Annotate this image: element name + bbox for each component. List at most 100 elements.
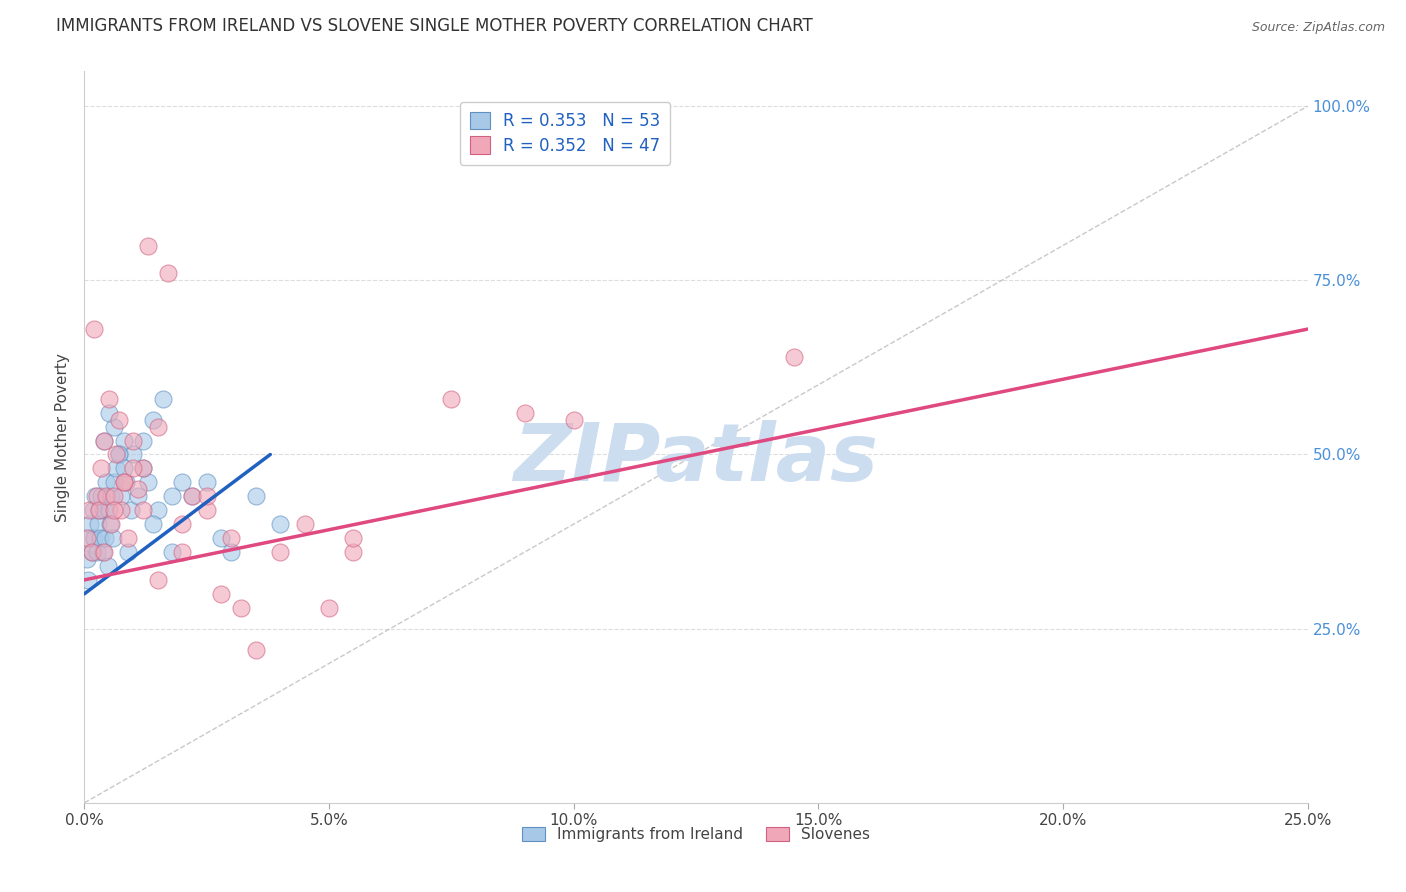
Point xyxy=(100,517,122,532)
Point xyxy=(132,434,155,448)
Point xyxy=(93,434,115,448)
Point xyxy=(93,434,115,448)
Point xyxy=(513,406,536,420)
Point xyxy=(209,587,232,601)
Point xyxy=(76,552,98,566)
Point xyxy=(84,489,107,503)
Point xyxy=(146,503,169,517)
Legend: Immigrants from Ireland, Slovenes: Immigrants from Ireland, Slovenes xyxy=(515,820,877,850)
Point xyxy=(132,461,155,475)
Text: Source: ZipAtlas.com: Source: ZipAtlas.com xyxy=(1251,21,1385,34)
Point xyxy=(146,573,169,587)
Point xyxy=(117,531,139,545)
Point xyxy=(269,545,291,559)
Point xyxy=(94,531,117,545)
Point xyxy=(562,412,585,426)
Text: ZIPatlas: ZIPatlas xyxy=(513,420,879,498)
Point xyxy=(318,600,340,615)
Point xyxy=(86,489,108,503)
Point xyxy=(79,517,101,532)
Point xyxy=(96,489,118,503)
Point xyxy=(136,475,159,490)
Point xyxy=(77,573,100,587)
Point xyxy=(132,503,155,517)
Point xyxy=(127,489,149,503)
Point xyxy=(96,475,118,490)
Point xyxy=(105,448,128,462)
Point xyxy=(219,545,242,559)
Point xyxy=(103,419,125,434)
Point xyxy=(87,503,110,517)
Point xyxy=(76,531,98,545)
Point xyxy=(83,531,105,545)
Point xyxy=(181,489,204,503)
Point xyxy=(86,545,108,559)
Point xyxy=(195,503,218,517)
Point xyxy=(93,503,115,517)
Point xyxy=(112,434,135,448)
Point xyxy=(229,600,252,615)
Point xyxy=(107,412,129,426)
Point xyxy=(783,350,806,364)
Point xyxy=(172,475,194,490)
Point xyxy=(132,461,155,475)
Point xyxy=(122,461,145,475)
Point xyxy=(103,489,125,503)
Point xyxy=(440,392,463,406)
Point xyxy=(342,531,364,545)
Point xyxy=(342,545,364,559)
Point xyxy=(97,392,120,406)
Point xyxy=(101,531,124,545)
Point xyxy=(156,266,179,280)
Point xyxy=(97,406,120,420)
Point xyxy=(120,503,142,517)
Point xyxy=(146,419,169,434)
Point xyxy=(209,531,232,545)
Point xyxy=(110,489,132,503)
Point xyxy=(80,545,103,559)
Point xyxy=(112,475,135,490)
Point xyxy=(142,517,165,532)
Point xyxy=(245,489,267,503)
Point xyxy=(97,503,120,517)
Text: IMMIGRANTS FROM IRELAND VS SLOVENE SINGLE MOTHER POVERTY CORRELATION CHART: IMMIGRANTS FROM IRELAND VS SLOVENE SINGL… xyxy=(56,17,813,35)
Point xyxy=(107,448,129,462)
Point xyxy=(100,489,122,503)
Point xyxy=(152,392,174,406)
Point xyxy=(245,642,267,657)
Point xyxy=(136,238,159,252)
Point xyxy=(112,475,135,490)
Point xyxy=(91,545,114,559)
Point xyxy=(103,503,125,517)
Point xyxy=(110,503,132,517)
Point xyxy=(90,489,112,503)
Point xyxy=(181,489,204,503)
Point xyxy=(112,461,135,475)
Point xyxy=(87,517,110,532)
Point xyxy=(97,558,120,573)
Point xyxy=(122,448,145,462)
Point xyxy=(162,545,184,559)
Point xyxy=(172,517,194,532)
Point xyxy=(82,503,104,517)
Point xyxy=(142,412,165,426)
Point xyxy=(162,489,184,503)
Point xyxy=(107,448,129,462)
Point xyxy=(122,434,145,448)
Point xyxy=(89,531,111,545)
Point xyxy=(294,517,316,532)
Point xyxy=(117,545,139,559)
Point xyxy=(90,461,112,475)
Y-axis label: Single Mother Poverty: Single Mother Poverty xyxy=(55,352,70,522)
Point xyxy=(269,517,291,532)
Point xyxy=(83,322,105,336)
Point xyxy=(77,503,100,517)
Point xyxy=(172,545,194,559)
Point xyxy=(115,475,138,490)
Point xyxy=(93,545,115,559)
Point xyxy=(195,489,218,503)
Point xyxy=(103,475,125,490)
Point xyxy=(105,461,128,475)
Point xyxy=(195,475,218,490)
Point xyxy=(127,483,149,497)
